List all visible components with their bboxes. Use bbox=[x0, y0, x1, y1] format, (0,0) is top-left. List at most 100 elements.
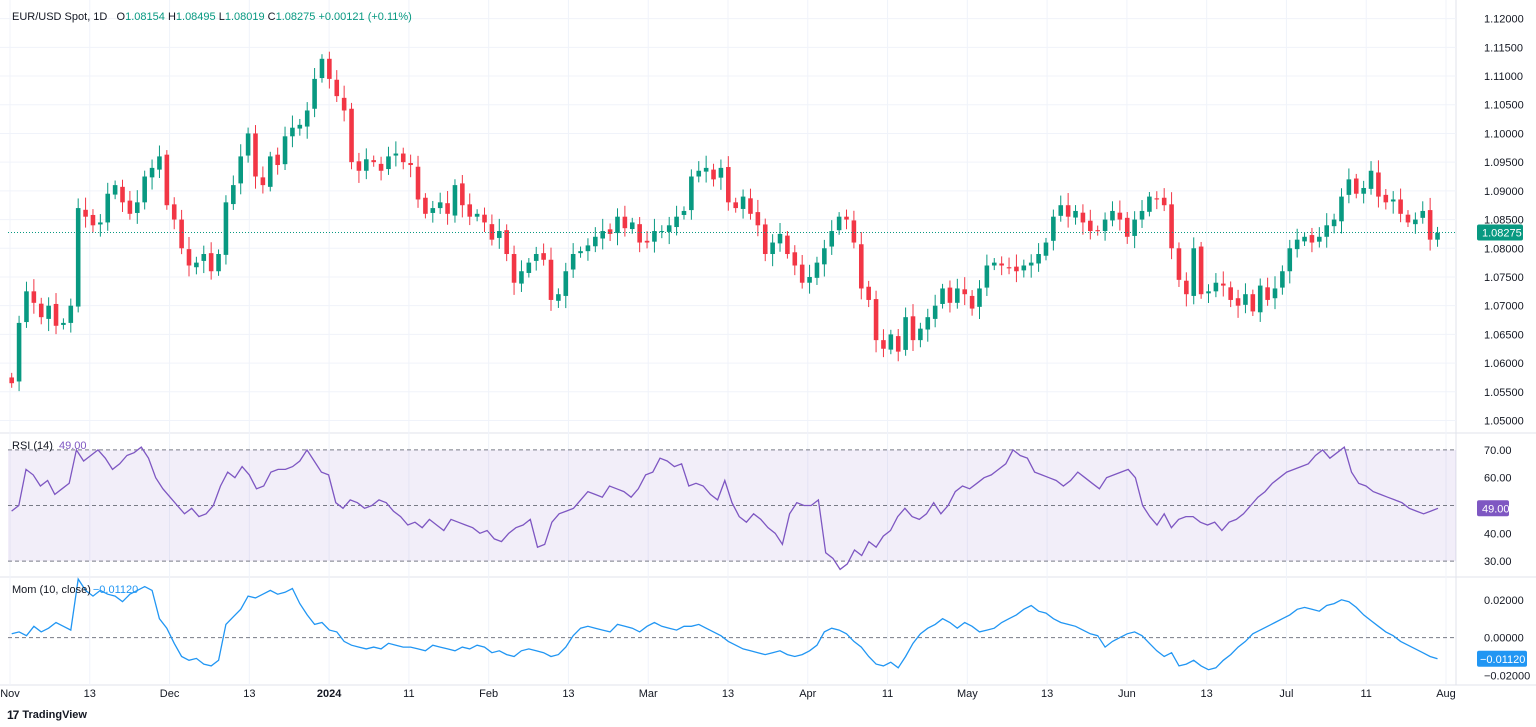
candle-body bbox=[408, 163, 413, 166]
candle bbox=[792, 245, 798, 276]
candle bbox=[1154, 191, 1160, 210]
candle bbox=[1243, 283, 1248, 314]
candle bbox=[1006, 257, 1012, 275]
candle-body bbox=[216, 254, 221, 272]
candle-body bbox=[755, 212, 761, 226]
candle bbox=[386, 146, 391, 175]
candle-body bbox=[748, 198, 753, 214]
price-tick-label: 1.10500 bbox=[1484, 100, 1524, 112]
x-tick-label: May bbox=[957, 688, 978, 700]
candle-body bbox=[194, 262, 199, 268]
candle bbox=[112, 180, 118, 200]
candle-body bbox=[312, 78, 317, 109]
candle bbox=[895, 328, 901, 362]
candle-body bbox=[533, 254, 539, 261]
price-tick-label: 1.11000 bbox=[1484, 71, 1523, 83]
momentum-tick-label: 0.00000 bbox=[1484, 633, 1524, 645]
candle-body bbox=[1088, 220, 1093, 232]
price-tick-label: 1.06500 bbox=[1484, 329, 1524, 341]
candle bbox=[275, 147, 280, 175]
candle bbox=[1339, 188, 1344, 234]
candle-body bbox=[918, 328, 923, 341]
candle bbox=[68, 298, 74, 333]
candle bbox=[1184, 272, 1189, 307]
candle-body bbox=[570, 254, 576, 270]
candle bbox=[1191, 237, 1197, 305]
candle-body bbox=[1250, 294, 1256, 312]
candle bbox=[1147, 192, 1152, 217]
candle bbox=[223, 195, 229, 265]
rsi-line-layer bbox=[11, 445, 1439, 571]
candle-body bbox=[681, 210, 687, 215]
candle bbox=[726, 156, 731, 211]
candle-body bbox=[822, 248, 827, 265]
candle bbox=[98, 214, 103, 237]
candle bbox=[1080, 204, 1086, 235]
candle-body bbox=[777, 233, 783, 244]
candle-body bbox=[689, 176, 694, 211]
candle-body bbox=[16, 322, 22, 382]
x-tick-label: Jul bbox=[1279, 688, 1293, 700]
candle bbox=[1124, 211, 1130, 244]
x-tick-label: 13 bbox=[722, 688, 734, 700]
candle-body bbox=[1427, 210, 1433, 240]
x-tick-label: 13 bbox=[84, 688, 96, 700]
candle bbox=[327, 51, 332, 89]
candle-body bbox=[1028, 262, 1034, 266]
candle-body bbox=[393, 153, 399, 156]
candle bbox=[267, 151, 273, 192]
candle-body bbox=[873, 299, 879, 341]
candle-body bbox=[600, 231, 606, 239]
tradingview-brand[interactable]: 17 TradingView bbox=[7, 708, 87, 722]
candle bbox=[260, 166, 266, 194]
price-tick-label: 1.09000 bbox=[1484, 186, 1524, 198]
candle bbox=[999, 256, 1004, 276]
candle-body bbox=[969, 295, 975, 309]
candle bbox=[1390, 191, 1396, 214]
candle bbox=[1088, 209, 1093, 240]
candle-body bbox=[105, 193, 111, 223]
candle bbox=[349, 102, 354, 170]
candle bbox=[629, 217, 635, 234]
change-value: +0.00121 (+0.11%) bbox=[318, 11, 412, 23]
candle-body bbox=[888, 334, 894, 350]
candle bbox=[1361, 180, 1366, 204]
candle bbox=[16, 315, 22, 392]
candle bbox=[1376, 160, 1381, 208]
candle bbox=[881, 329, 886, 358]
candle-body bbox=[903, 317, 908, 350]
x-tick-label: 11 bbox=[403, 688, 414, 700]
candle bbox=[415, 155, 421, 208]
candle bbox=[371, 155, 376, 167]
candle bbox=[1413, 212, 1418, 234]
candle-body bbox=[1051, 216, 1056, 241]
candle bbox=[1302, 232, 1307, 246]
grid-lines bbox=[0, 0, 1536, 686]
candle bbox=[977, 280, 982, 320]
candle-body bbox=[149, 167, 155, 178]
candle bbox=[1257, 278, 1263, 322]
candle bbox=[1331, 213, 1337, 234]
candle bbox=[1139, 200, 1145, 228]
candle-body bbox=[1228, 287, 1233, 300]
x-tick-label: 11 bbox=[882, 688, 893, 700]
candle bbox=[1317, 227, 1322, 248]
candle bbox=[38, 297, 44, 325]
x-tick-label: 13 bbox=[562, 688, 574, 700]
candle-body bbox=[201, 254, 207, 261]
open-label: O bbox=[116, 11, 126, 23]
candle bbox=[53, 293, 59, 335]
candle-body bbox=[356, 161, 362, 171]
candle-body bbox=[1147, 196, 1152, 212]
price-tick-label: 1.05500 bbox=[1484, 387, 1524, 399]
candle-body bbox=[1110, 210, 1115, 221]
candle bbox=[253, 125, 258, 189]
candle bbox=[1065, 193, 1071, 228]
candle bbox=[105, 182, 111, 231]
candle-body bbox=[1095, 230, 1100, 232]
candle-body bbox=[644, 240, 650, 243]
price-tick-label: 1.08500 bbox=[1484, 215, 1524, 227]
candle bbox=[556, 288, 561, 308]
candle-body bbox=[726, 167, 731, 203]
